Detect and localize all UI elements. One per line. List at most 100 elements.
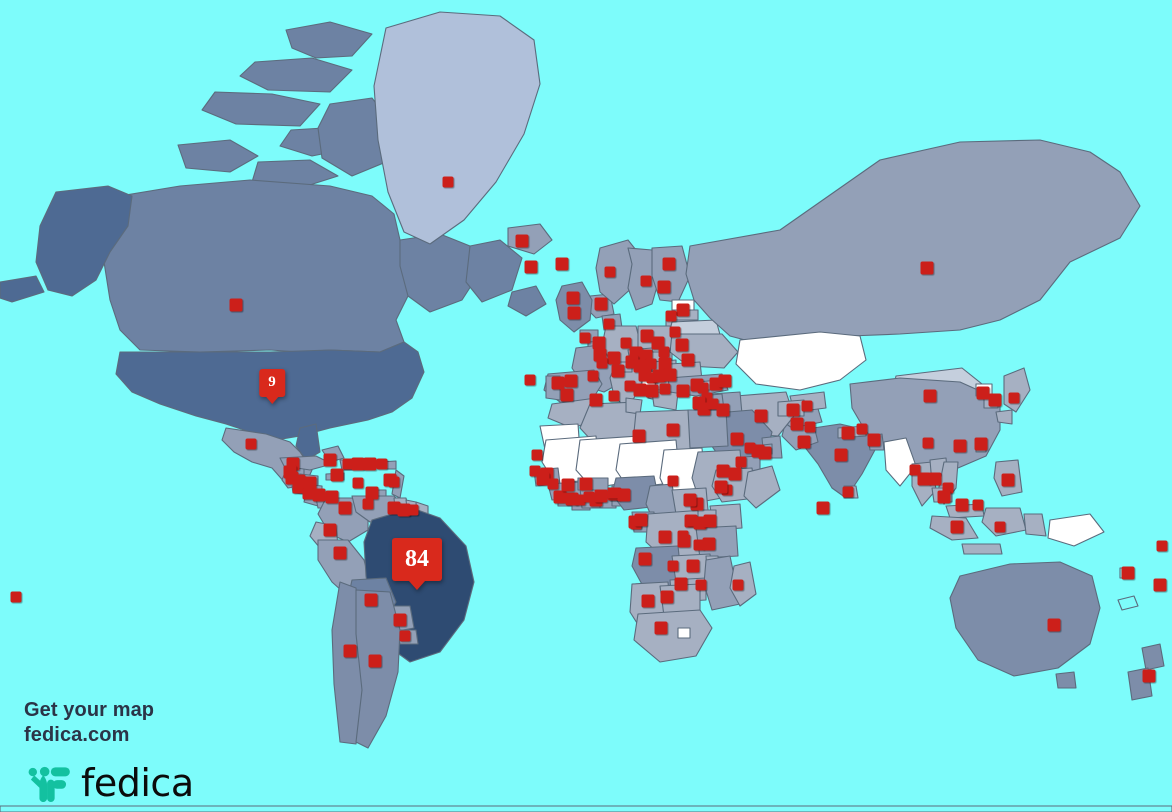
- map-marker[interactable]: [303, 476, 317, 490]
- map-marker[interactable]: [594, 489, 608, 503]
- map-marker[interactable]: [524, 374, 536, 386]
- map-marker[interactable]: [632, 429, 646, 443]
- map-marker[interactable]: [574, 494, 586, 506]
- map-marker[interactable]: [937, 490, 951, 504]
- map-marker[interactable]: [579, 332, 591, 344]
- map-marker[interactable]: [323, 523, 337, 537]
- map-marker[interactable]: [364, 593, 378, 607]
- map-marker[interactable]: [245, 438, 257, 450]
- map-marker[interactable]: [928, 472, 942, 486]
- map-marker[interactable]: [732, 579, 744, 591]
- map-marker[interactable]: [1001, 473, 1015, 487]
- map-marker[interactable]: [735, 456, 747, 468]
- map-marker[interactable]: [697, 402, 711, 416]
- map-marker[interactable]: [342, 458, 354, 470]
- map-marker[interactable]: [294, 474, 306, 486]
- map-marker[interactable]: [856, 423, 868, 435]
- map-marker[interactable]: [676, 384, 690, 398]
- map-marker[interactable]: [633, 383, 647, 397]
- map-marker[interactable]: [611, 364, 625, 378]
- map-marker[interactable]: [693, 516, 707, 530]
- map-marker[interactable]: [674, 577, 688, 591]
- map-marker[interactable]: [658, 346, 670, 358]
- map-marker[interactable]: [387, 501, 401, 515]
- map-marker[interactable]: [657, 280, 671, 294]
- map-marker[interactable]: [994, 521, 1006, 533]
- map-marker[interactable]: [718, 374, 732, 388]
- map-marker[interactable]: [976, 386, 990, 400]
- map-marker[interactable]: [909, 464, 921, 476]
- map-marker[interactable]: [652, 369, 666, 383]
- map-marker[interactable]: [397, 503, 411, 517]
- map-marker[interactable]: [1142, 669, 1156, 683]
- map-marker[interactable]: [604, 266, 616, 278]
- map-count-badge[interactable]: 84: [392, 538, 442, 590]
- map-marker[interactable]: [695, 579, 707, 591]
- map-marker[interactable]: [376, 458, 388, 470]
- map-marker[interactable]: [790, 417, 804, 431]
- map-marker[interactable]: [551, 376, 565, 390]
- map-marker[interactable]: [842, 486, 854, 498]
- map-marker[interactable]: [816, 501, 830, 515]
- map-marker[interactable]: [660, 590, 674, 604]
- cta-line-2[interactable]: fedica.com: [24, 724, 130, 747]
- map-marker[interactable]: [867, 433, 881, 447]
- map-marker[interactable]: [1153, 578, 1167, 592]
- map-marker[interactable]: [640, 329, 654, 343]
- map-marker[interactable]: [617, 488, 631, 502]
- map-marker[interactable]: [955, 498, 969, 512]
- map-marker[interactable]: [658, 357, 672, 371]
- map-marker[interactable]: [683, 493, 697, 507]
- map-marker[interactable]: [608, 390, 620, 402]
- map-marker[interactable]: [407, 504, 419, 516]
- map-marker[interactable]: [603, 318, 615, 330]
- map-marker[interactable]: [302, 488, 314, 500]
- map-marker[interactable]: [587, 370, 599, 382]
- map-marker[interactable]: [651, 336, 665, 350]
- map-marker[interactable]: [620, 337, 632, 349]
- map-marker[interactable]: [646, 372, 658, 384]
- map-marker[interactable]: [953, 439, 967, 453]
- map-marker[interactable]: [917, 472, 931, 486]
- map-marker[interactable]: [923, 389, 937, 403]
- map-marker[interactable]: [638, 552, 652, 566]
- map-marker[interactable]: [804, 421, 816, 433]
- map-marker[interactable]: [662, 257, 676, 271]
- map-marker[interactable]: [560, 388, 574, 402]
- map-marker[interactable]: [567, 306, 581, 320]
- map-marker[interactable]: [686, 559, 700, 573]
- map-marker[interactable]: [801, 400, 813, 412]
- map-marker[interactable]: [323, 453, 337, 467]
- map-marker[interactable]: [596, 357, 608, 369]
- map-marker[interactable]: [697, 382, 709, 394]
- map-marker[interactable]: [363, 457, 377, 471]
- map-marker[interactable]: [786, 403, 800, 417]
- map-marker[interactable]: [442, 176, 454, 188]
- map-marker[interactable]: [592, 336, 606, 350]
- map-marker[interactable]: [716, 403, 730, 417]
- map-marker[interactable]: [667, 560, 679, 572]
- map-marker[interactable]: [703, 514, 717, 528]
- map-marker[interactable]: [702, 537, 716, 551]
- map-marker[interactable]: [594, 297, 608, 311]
- map-marker[interactable]: [950, 520, 964, 534]
- map-marker[interactable]: [351, 457, 365, 471]
- map-marker[interactable]: [529, 465, 541, 477]
- map-marker[interactable]: [640, 275, 652, 287]
- map-marker[interactable]: [716, 464, 730, 478]
- map-marker[interactable]: [665, 310, 677, 322]
- map-marker[interactable]: [1008, 392, 1020, 404]
- map-marker[interactable]: [659, 383, 671, 395]
- map-marker[interactable]: [343, 644, 357, 658]
- map-marker[interactable]: [368, 654, 382, 668]
- map-marker[interactable]: [754, 409, 768, 423]
- map-marker[interactable]: [561, 478, 575, 492]
- map-count-badge[interactable]: 9: [259, 369, 285, 404]
- map-marker[interactable]: [686, 515, 698, 527]
- map-marker[interactable]: [589, 393, 603, 407]
- map-marker[interactable]: [555, 257, 569, 271]
- map-marker[interactable]: [645, 358, 657, 370]
- map-marker[interactable]: [312, 488, 326, 502]
- map-marker[interactable]: [667, 475, 679, 487]
- map-marker[interactable]: [553, 490, 567, 504]
